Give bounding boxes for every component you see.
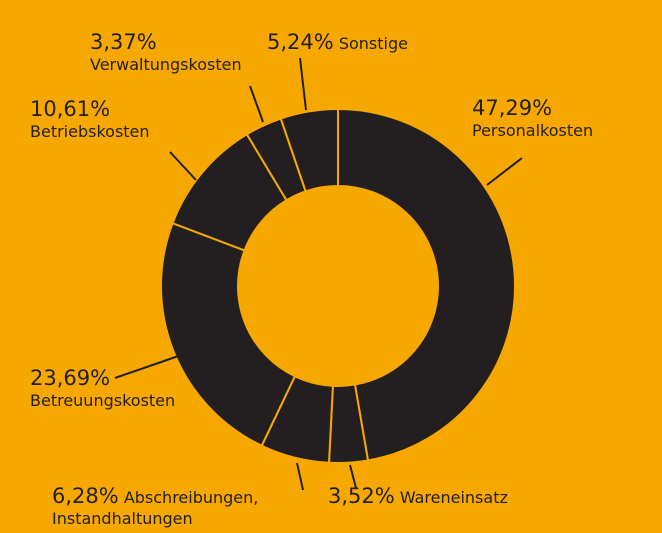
leader-line: [114, 351, 191, 379]
value-label: 10,61%: [30, 97, 111, 121]
segment-label: 23,69% Betreuungskosten: [30, 366, 175, 410]
leader-line: [299, 57, 307, 111]
donut-segment: [337, 107, 516, 462]
category-label: Betriebskosten: [30, 122, 150, 142]
leader-line: [349, 464, 357, 489]
value-label: 5,24%: [267, 30, 334, 54]
value-label: 6,28%: [52, 484, 119, 508]
value-label: 47,29%: [472, 96, 553, 120]
leader-line: [486, 157, 523, 186]
value-label: 23,69%: [30, 366, 111, 390]
donut-segment: [279, 107, 339, 193]
segment-label: 47,29% Personalkosten: [472, 96, 593, 140]
segment-label: 3,52% Wareneinsatz: [328, 484, 508, 509]
segment-label: 3,37% Verwaltungskosten: [90, 30, 242, 74]
donut-segment: [160, 221, 297, 448]
segment-label: 10,61% Betriebskosten: [30, 97, 150, 141]
category-label: Sonstige: [338, 34, 408, 53]
leader-line: [296, 462, 304, 491]
leader-line: [169, 151, 197, 181]
value-label: 3,37%: [90, 30, 157, 54]
leader-line: [249, 85, 264, 123]
value-label: 3,52%: [328, 484, 395, 508]
category-label: Verwaltungskosten: [90, 55, 242, 75]
category-label: Abschreibungen, Instandhaltungen: [52, 488, 259, 529]
segment-label: 5,24% Sonstige: [267, 30, 408, 55]
segment-label: 6,28% Abschreibungen, Instandhaltungen: [52, 484, 297, 528]
category-label: Betreuungskosten: [30, 391, 176, 411]
category-label: Wareneinsatz: [399, 488, 508, 507]
category-label: Personalkosten: [472, 121, 594, 141]
